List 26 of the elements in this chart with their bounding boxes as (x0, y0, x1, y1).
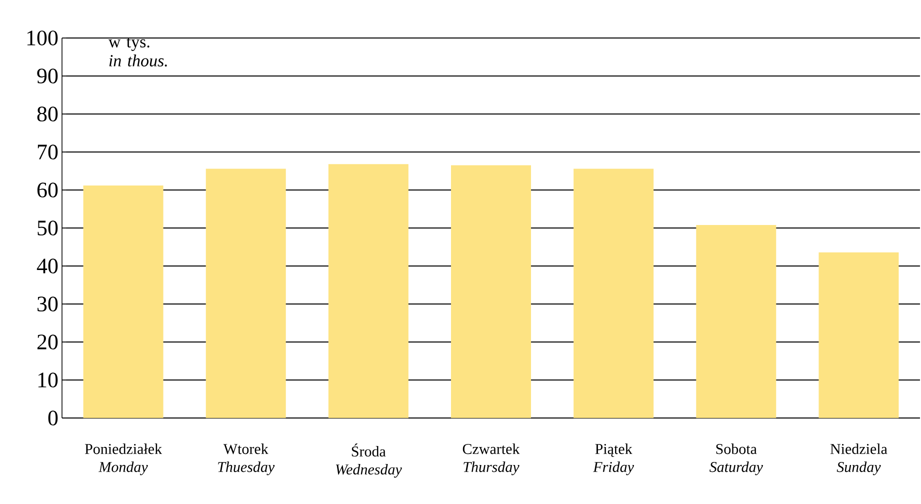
y-tick-label: 60 (37, 182, 58, 198)
y-tick-label: 90 (37, 68, 58, 84)
bar (328, 164, 408, 418)
y-tick-label: 100 (27, 30, 58, 46)
y-tick-label: 40 (36, 258, 58, 274)
x-tick-label: Wtorek Thuesday (218, 444, 275, 476)
bar (451, 165, 532, 418)
y-tick-label: 0 (48, 410, 58, 426)
y-axis-title: w tys. in thous. (108, 38, 167, 67)
y-tick-label: 30 (38, 296, 58, 312)
bar (574, 168, 654, 418)
y-tick-label: 70 (38, 144, 58, 160)
x-tick-label: Niedziela Sunday (830, 444, 888, 476)
y-tick-label: 50 (38, 220, 58, 236)
y-tick-label: 20 (37, 334, 58, 350)
y-tick-label: 10 (38, 372, 58, 388)
bar (696, 224, 776, 418)
x-tick-label: Czwartek Thursday (462, 444, 520, 476)
x-tick-label: Piątek Friday (593, 444, 634, 476)
bar (83, 185, 164, 418)
x-tick-label: Sobota Saturday (710, 444, 763, 476)
x-tick-label: Poniedziałek Monday (84, 444, 162, 476)
bar (818, 252, 899, 418)
y-tick-label: 80 (37, 106, 58, 122)
x-tick-label: Środa Wednesday (336, 444, 402, 478)
bar (206, 168, 286, 418)
